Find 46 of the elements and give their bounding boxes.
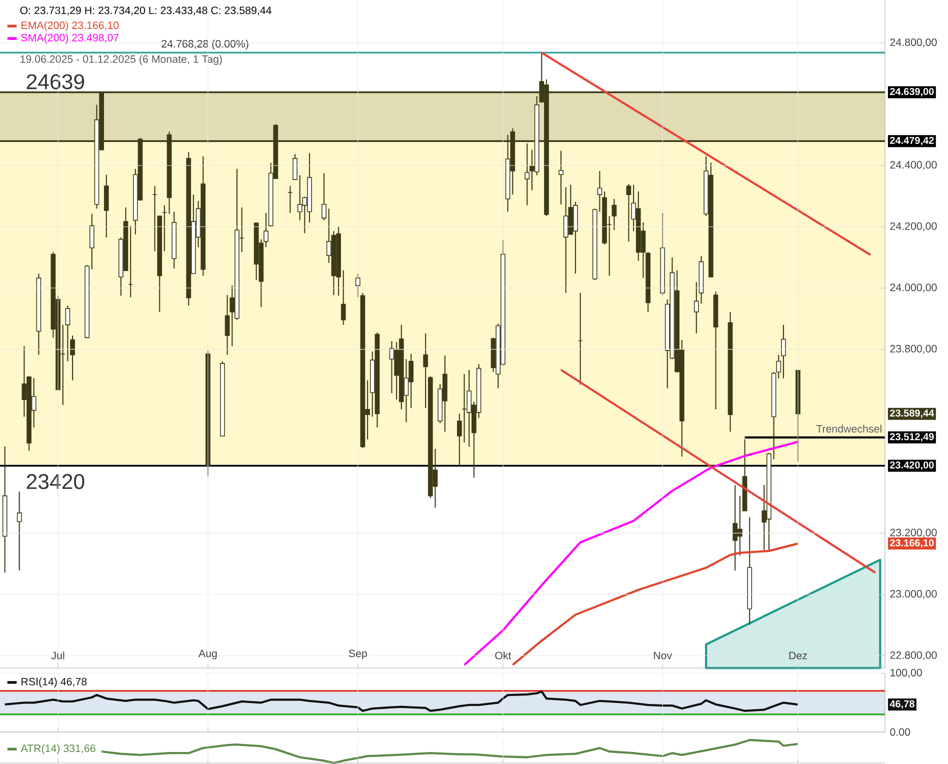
legend-label: EMA(200) 23.166,10 bbox=[22, 21, 119, 32]
text: 23.166,10 bbox=[890, 539, 934, 548]
y-tick-label: 24.000,00 bbox=[890, 284, 937, 292]
candlestick bbox=[423, 332, 428, 409]
candlestick bbox=[612, 198, 617, 231]
y-tick-label: 23.800,00 bbox=[890, 344, 937, 354]
ref-line-label: 24.479,42 bbox=[890, 136, 934, 146]
y-tick-label: 24.400,00 bbox=[890, 161, 937, 170]
text: 46,78 bbox=[890, 700, 914, 709]
candlestick bbox=[264, 212, 268, 248]
candlestick bbox=[16, 490, 22, 572]
annotation: 24639 bbox=[26, 74, 84, 90]
x-tick-label: Jul bbox=[51, 651, 64, 660]
legend-label: SMA(200) 23.498,07 bbox=[21, 34, 119, 44]
legend-label: RSI(14) 46,78 bbox=[22, 678, 87, 688]
y-tick-label: 23.200,00 bbox=[890, 528, 937, 538]
candlestick bbox=[626, 183, 632, 242]
legend-label: ATR(14) 331,66 bbox=[20, 744, 96, 754]
text: 23.589,44 bbox=[890, 410, 934, 418]
ref-line-label: 24.639,00 bbox=[890, 88, 934, 96]
x-tick-label: Dez bbox=[789, 652, 807, 660]
candlestick bbox=[70, 334, 75, 381]
y-tick-label: 100,00 bbox=[890, 668, 922, 678]
y-tick-label: 0.00 bbox=[890, 728, 910, 736]
candlestick bbox=[322, 172, 326, 221]
text: O: 23.731,29 H: 23.734,20 L: 23.433,48 C: 23.589,44 bbox=[20, 6, 272, 16]
x-tick-label: Aug bbox=[198, 650, 217, 660]
candlestick bbox=[89, 213, 94, 270]
y-tick-label: 24.800,00 bbox=[890, 38, 937, 48]
annotation: 19.06.2025 - 01.12.2025 (6 Monate, 1 Tag) bbox=[20, 55, 222, 65]
annotation: 24.768,28 (0.00%) bbox=[162, 40, 248, 50]
ref-line-label: 23.420,00 bbox=[890, 461, 934, 470]
annotation: 23420 bbox=[26, 474, 84, 490]
x-tick-label: Nov bbox=[654, 652, 672, 660]
candlestick bbox=[65, 304, 70, 362]
data-label: 23.512,49 bbox=[890, 433, 934, 442]
x-tick-label: Sep bbox=[348, 650, 367, 660]
y-tick-label: 24.200,00 bbox=[890, 222, 937, 232]
candlestick bbox=[558, 150, 564, 205]
annotation: Trendwechsel bbox=[816, 424, 882, 433]
y-tick-label: 23.000,00 bbox=[890, 590, 937, 599]
candlestick bbox=[340, 270, 346, 326]
candlestick bbox=[781, 324, 786, 379]
x-tick-label: Okt bbox=[495, 651, 512, 660]
candlestick bbox=[292, 154, 298, 180]
y-tick-label: 22.800,00 bbox=[890, 651, 937, 660]
